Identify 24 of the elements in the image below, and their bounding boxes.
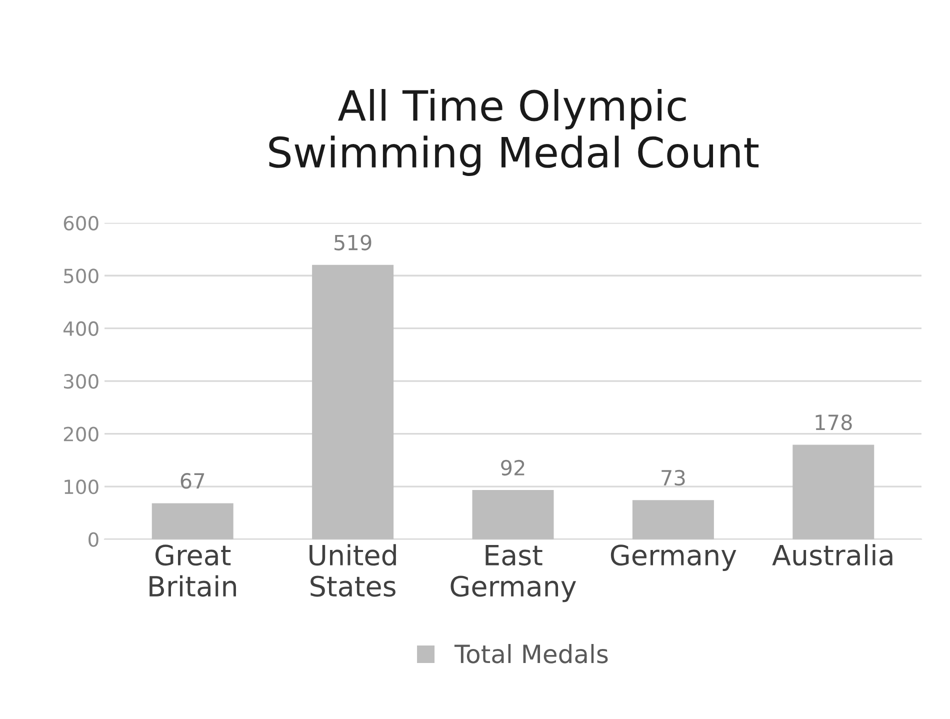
y-tick-label: 0 [88, 532, 98, 547]
chart-title: All Time Olympic Swimming Medal Count [269, 89, 759, 176]
bar [472, 490, 554, 540]
legend-label: Total Medals [454, 644, 608, 664]
y-tick-label: 600 [64, 216, 98, 231]
bar [312, 264, 394, 540]
data-label: 73 [662, 470, 685, 486]
x-tick-label: Great Britain [150, 544, 236, 597]
y-tick-label: 300 [64, 374, 98, 389]
x-tick-label: East Germany [450, 544, 576, 602]
data-label: 519 [334, 234, 372, 250]
y-tick-label: 100 [64, 479, 98, 494]
x-tick-label: Germany [610, 544, 736, 571]
y-tick-label: 200 [64, 426, 98, 442]
data-label: 178 [816, 414, 852, 430]
data-label: 67 [180, 473, 204, 489]
bar [792, 444, 874, 540]
y-tick-label: 400 [63, 321, 98, 336]
bar [632, 500, 714, 540]
bar [152, 503, 234, 540]
data-label: 92 [501, 460, 524, 476]
y-tick-label: 500 [64, 268, 98, 284]
x-tick-label: United States [310, 544, 396, 597]
x-tick-label: Australia [772, 544, 892, 566]
